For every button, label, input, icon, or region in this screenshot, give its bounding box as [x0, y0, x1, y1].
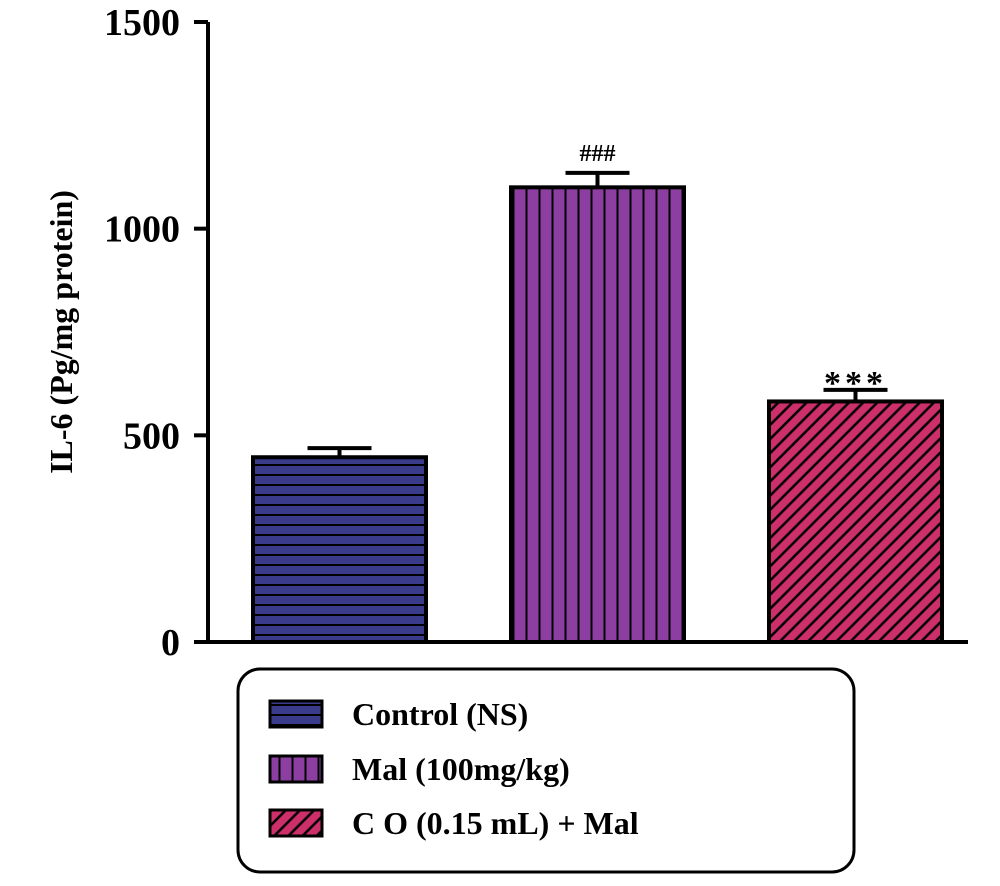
significance-label: ***: [824, 365, 887, 402]
bar-chart: 0 500 1000 1500 IL-6 (Pg/mg protein) ### ***…: [0, 0, 1000, 886]
legend: Control (NS) Mal (100mg/kg) C O (0.15 mL) …: [238, 669, 854, 872]
legend-swatch: [270, 701, 322, 727]
bar: [769, 401, 942, 642]
bar: [511, 187, 684, 642]
legend-swatch: [270, 756, 322, 782]
y-tick-label: 0: [161, 622, 180, 664]
y-tick-label: 1500: [104, 2, 180, 44]
legend-label: Mal (100mg/kg): [352, 751, 570, 787]
legend-label: Control (NS): [352, 696, 528, 732]
significance-label: ###: [580, 141, 616, 167]
y-axis-title: IL-6 (Pg/mg protein): [43, 190, 79, 474]
bars: ### ***: [253, 141, 942, 642]
legend-swatch: [270, 810, 322, 836]
legend-label: C O (0.15 mL) + Mal: [352, 805, 639, 841]
y-tick-label: 500: [123, 415, 180, 457]
y-ticks: 0 500 1000 1500: [104, 2, 208, 664]
bar: [253, 457, 426, 642]
y-tick-label: 1000: [104, 209, 180, 251]
